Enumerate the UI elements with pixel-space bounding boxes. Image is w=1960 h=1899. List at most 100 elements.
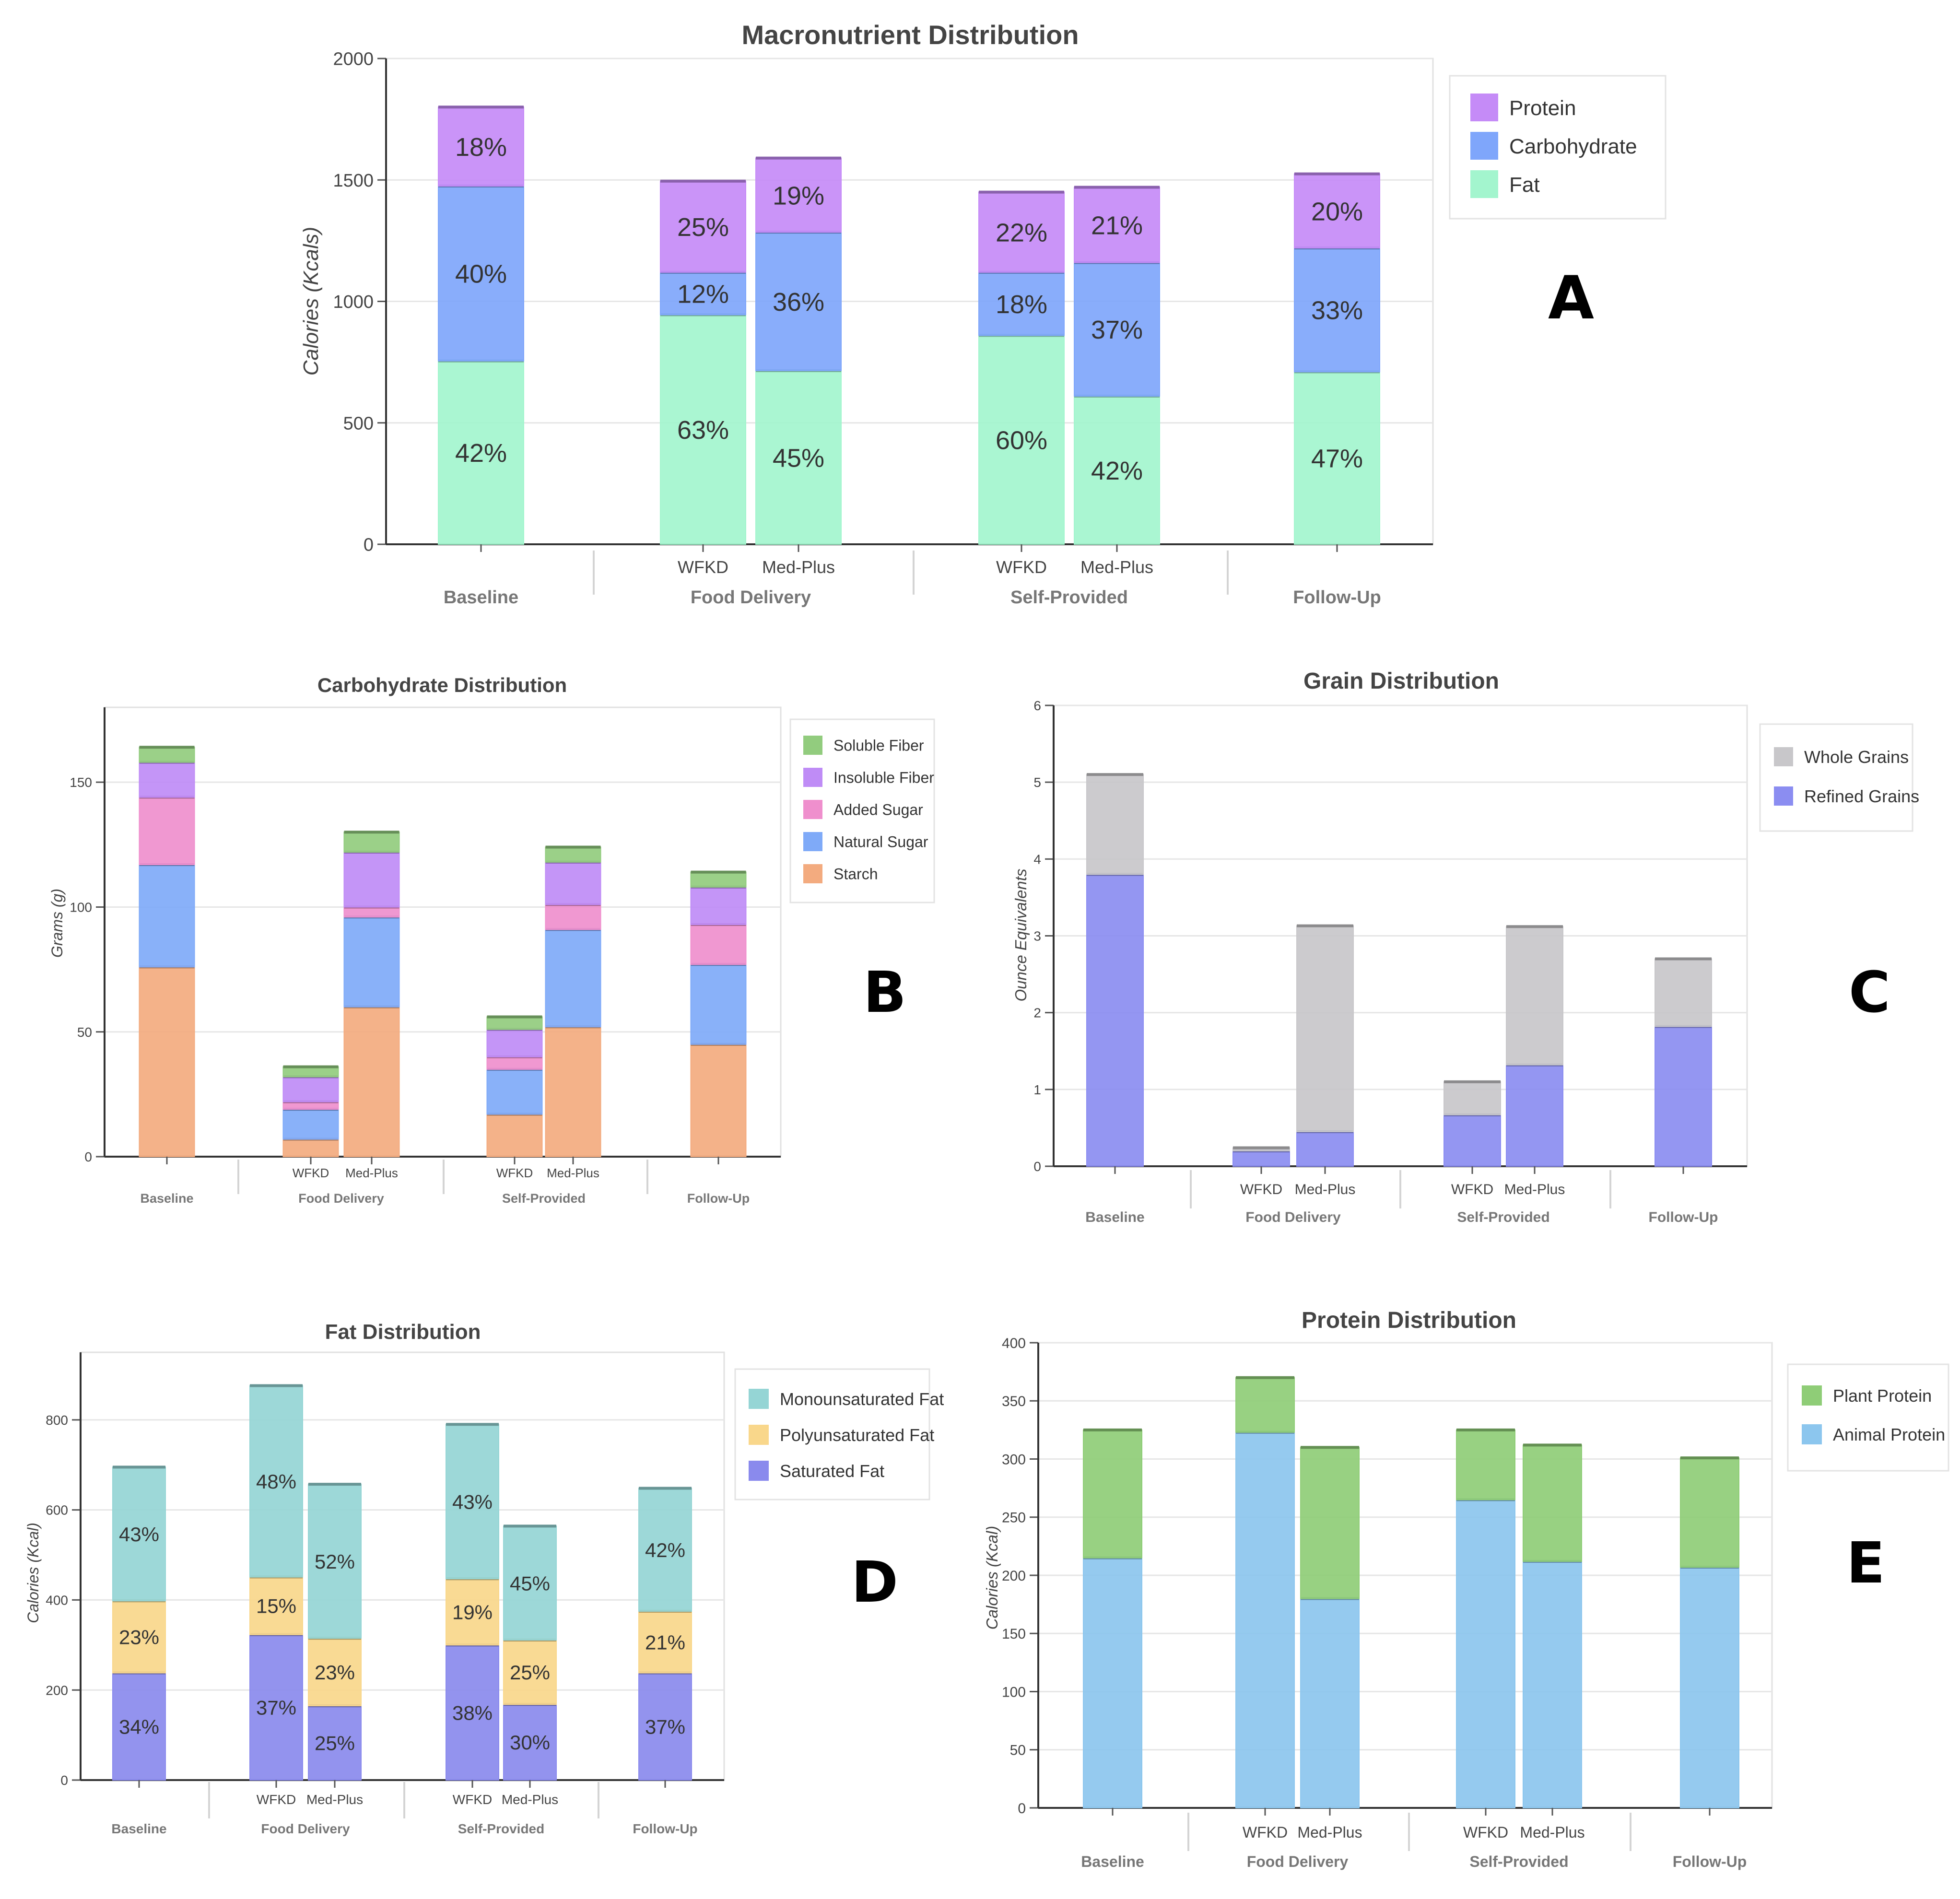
value-label-d-1-4: 25% <box>510 1661 550 1684</box>
y-tick-label-d-0: 0 <box>60 1773 68 1788</box>
legend-swatch-b-2 <box>803 800 822 819</box>
chart-protein: 0 50 100 150 200 250 300 350 400 Baseline WFKD Med-… <box>983 1308 1949 1870</box>
bar-d-2-1 <box>249 1385 303 1578</box>
panel-letter-d: D <box>851 1549 898 1615</box>
bar-b-0-5 <box>690 1043 747 1157</box>
bar-d-2-0 <box>112 1466 166 1602</box>
legend-label-b-3: Natural Sugar <box>833 833 928 851</box>
value-label-d-0-3: 38% <box>452 1701 493 1724</box>
y-tick-label-e-4: 200 <box>1002 1568 1026 1584</box>
y-tick-label-c-6: 6 <box>1033 698 1041 713</box>
legend-label-b-1: Insoluble Fiber <box>833 769 934 786</box>
group-label-d-2: Self-Provided <box>458 1821 544 1836</box>
x-tick-label-d-1: WFKD <box>257 1792 296 1807</box>
bar-c-1-0 <box>1086 774 1144 875</box>
legend-label-b-2: Added Sugar <box>833 801 923 819</box>
bar-b-1-3 <box>486 1068 543 1115</box>
bar-e-1-1 <box>1235 1377 1295 1433</box>
legend-swatch-d-0 <box>749 1389 769 1409</box>
panel-letter-c: C <box>1849 959 1890 1025</box>
legend-label-c-0: Whole Grains <box>1804 747 1909 767</box>
panel-letter-e: E <box>1846 1530 1885 1596</box>
bar-d-1-4 <box>503 1639 557 1705</box>
legend-swatch-c-1 <box>1774 786 1793 806</box>
value-label-a-0-3: 60% <box>996 426 1047 455</box>
y-tick-label-d-3: 600 <box>46 1503 68 1518</box>
bar-a-2-5 <box>1294 173 1380 249</box>
chart-fat: 0 200 400 600 800 34% 37% 25% 38% 30% 37% 23% 15% 23%… <box>24 1320 944 1836</box>
legend-swatch-b-3 <box>803 832 822 851</box>
y-axis-label-e: Calories (Kcal) <box>983 1526 1001 1629</box>
legend-swatch-a-1 <box>1470 132 1498 160</box>
y-tick-label-c-5: 5 <box>1033 775 1041 790</box>
legend-label-d-0: Monounsaturated Fat <box>780 1389 944 1409</box>
y-axis-label-d: Calories (Kcal) <box>24 1523 42 1623</box>
legend-swatch-b-1 <box>803 768 822 787</box>
bar-e-1-0 <box>1083 1429 1142 1559</box>
bar-e-0-3 <box>1456 1499 1515 1808</box>
y-axis-label-a: Calories (Kcals) <box>299 227 323 376</box>
group-label-a-2: Self-Provided <box>1010 587 1128 608</box>
legend-box-e <box>1787 1363 1949 1472</box>
chart-title-a: Macronutrient Distribution <box>741 20 1079 50</box>
group-label-b-1: Food Delivery <box>298 1191 384 1206</box>
y-tick-label-d-2: 400 <box>46 1593 68 1608</box>
value-label-d-0-1: 37% <box>256 1696 296 1719</box>
y-tick-label-b-1: 50 <box>77 1025 92 1040</box>
bar-c-0-2 <box>1296 1131 1354 1167</box>
y-tick-label-a-2: 1000 <box>333 292 374 312</box>
group-label-a-3: Follow-Up <box>1293 587 1381 608</box>
bar-d-2-5 <box>638 1488 692 1612</box>
value-label-a-1-2: 36% <box>773 288 824 316</box>
bar-e-0-5 <box>1680 1567 1739 1808</box>
bar-a-1-0 <box>438 185 524 362</box>
bar-a-2-3 <box>978 191 1065 273</box>
bar-a-0-0 <box>438 360 524 545</box>
value-label-d-1-3: 19% <box>452 1601 493 1623</box>
value-label-d-2-2: 52% <box>315 1550 355 1573</box>
bar-d-1-1 <box>249 1576 303 1635</box>
value-label-d-1-5: 21% <box>645 1631 685 1653</box>
y-tick-label-e-8: 400 <box>1002 1336 1026 1351</box>
legend-label-e-1: Animal Protein <box>1833 1425 1945 1444</box>
value-label-a-1-3: 18% <box>996 290 1047 319</box>
group-label-e-3: Follow-Up <box>1673 1853 1747 1870</box>
legend-label-d-1: Polyunsaturated Fat <box>780 1425 934 1445</box>
value-label-a-0-1: 63% <box>677 416 729 445</box>
bar-a-2-2 <box>755 157 842 233</box>
y-tick-label-e-1: 50 <box>1010 1743 1026 1758</box>
x-tick-label-e-3: WFKD <box>1463 1824 1508 1841</box>
x-tick-label-c-3: WFKD <box>1451 1182 1493 1197</box>
bar-c-0-5 <box>1655 1026 1712 1167</box>
value-label-d-2-5: 42% <box>645 1539 685 1561</box>
y-tick-label-c-3: 3 <box>1033 929 1041 944</box>
bar-b-4-0 <box>139 747 195 763</box>
legend-swatch-e-0 <box>1802 1385 1822 1406</box>
group-label-b-2: Self-Provided <box>502 1191 586 1206</box>
x-tick-label-b-4: Med-Plus <box>547 1166 599 1180</box>
bar-c-0-1 <box>1232 1150 1290 1167</box>
value-label-a-1-1: 12% <box>677 280 729 308</box>
y-tick-label-c-0: 0 <box>1033 1159 1041 1174</box>
bar-b-0-0 <box>139 966 195 1158</box>
y-tick-label-b-3: 150 <box>70 775 92 790</box>
value-label-a-2-0: 18% <box>455 133 507 162</box>
group-label-a-1: Food Delivery <box>691 587 811 608</box>
value-label-a-1-5: 33% <box>1311 296 1363 325</box>
bar-b-2-5 <box>690 924 747 965</box>
bar-e-0-2 <box>1300 1598 1360 1808</box>
bar-a-0-5 <box>1294 371 1380 545</box>
bar-a-1-5 <box>1294 247 1380 373</box>
value-label-a-1-4: 37% <box>1091 316 1143 344</box>
value-label-a-2-3: 22% <box>996 219 1047 247</box>
value-label-a-0-0: 42% <box>455 439 507 468</box>
y-tick-label-b-2: 100 <box>70 900 92 915</box>
value-label-d-1-1: 15% <box>256 1595 296 1618</box>
y-tick-label-a-3: 1500 <box>333 171 374 191</box>
legend-label-a-2: Fat <box>1509 173 1540 197</box>
bar-b-3-1 <box>282 1076 339 1102</box>
x-tick-label-a-1: WFKD <box>678 557 728 577</box>
x-tick-label-b-3: WFKD <box>496 1166 533 1180</box>
y-tick-label-d-4: 800 <box>46 1413 68 1428</box>
